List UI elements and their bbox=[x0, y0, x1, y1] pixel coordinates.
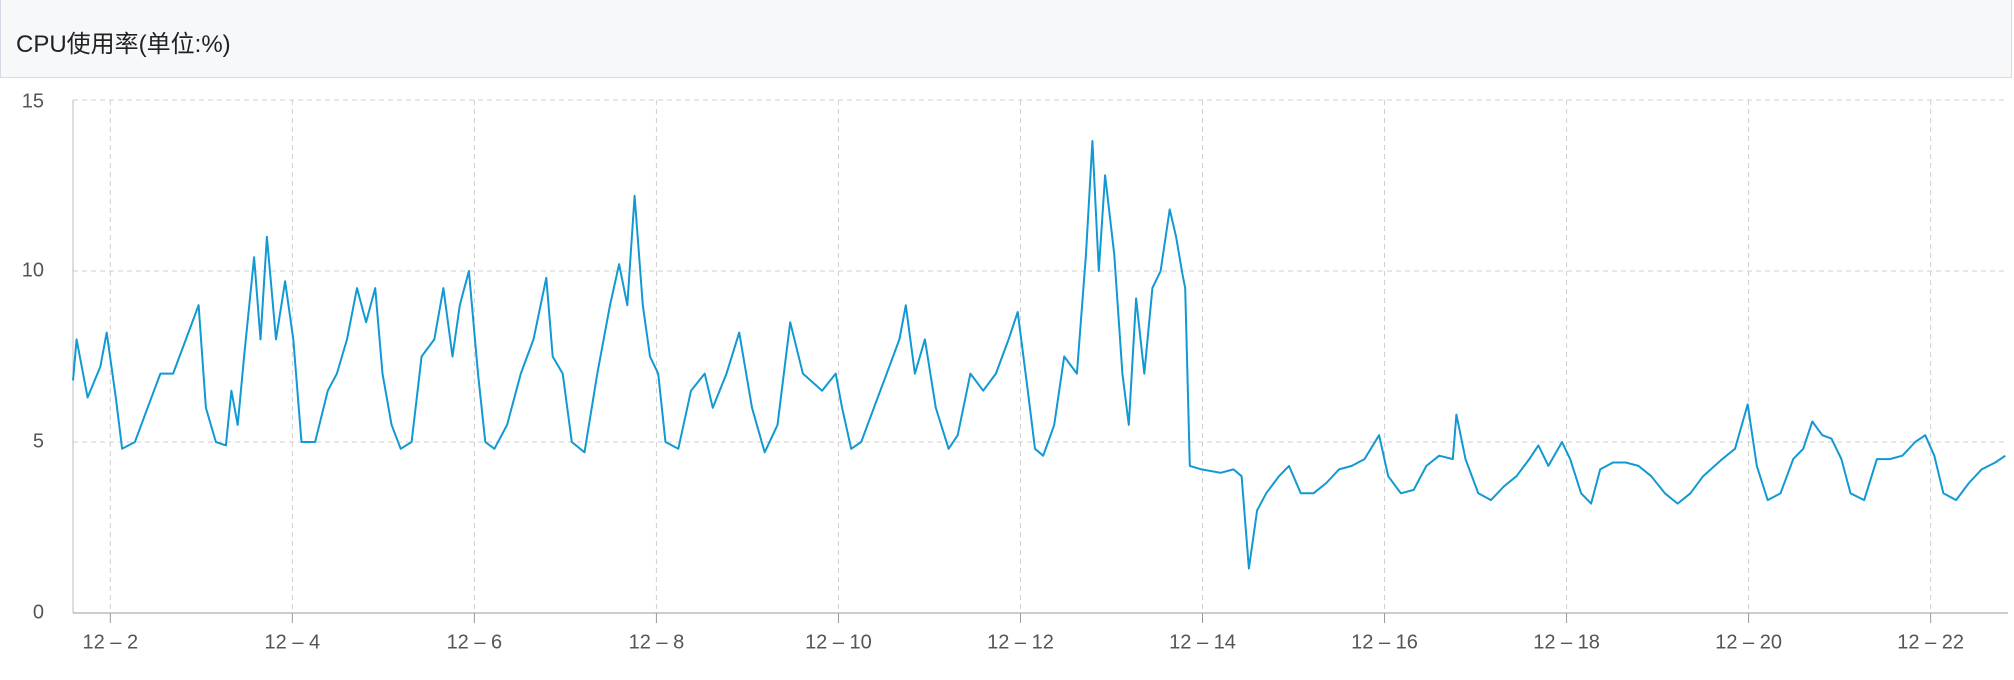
panel-header: CPU使用率(单位:%) bbox=[0, 0, 2012, 78]
chart-title: CPU使用率(单位:%) bbox=[16, 31, 231, 58]
x-tick-label: 12 – 12 bbox=[987, 631, 1054, 653]
x-tick-label: 12 – 2 bbox=[83, 631, 139, 653]
x-tick-label: 12 – 16 bbox=[1351, 631, 1418, 653]
x-tick-label: 12 – 10 bbox=[805, 631, 872, 653]
x-tick-label: 12 – 6 bbox=[447, 631, 503, 653]
x-tick-label: 12 – 20 bbox=[1715, 631, 1782, 653]
data-line bbox=[72, 140, 2006, 570]
x-tick-label: 12 – 4 bbox=[265, 631, 321, 653]
x-tick-label: 12 – 14 bbox=[1169, 631, 1236, 653]
x-tick-label: 12 – 22 bbox=[1897, 631, 1964, 653]
y-tick-label: 0 bbox=[33, 601, 44, 623]
x-tick-label: 12 – 8 bbox=[629, 631, 685, 653]
y-tick-label: 10 bbox=[22, 259, 44, 281]
y-tick-label: 5 bbox=[33, 430, 44, 452]
x-tick-label: 12 – 18 bbox=[1533, 631, 1600, 653]
y-tick-label: 15 bbox=[22, 90, 44, 112]
